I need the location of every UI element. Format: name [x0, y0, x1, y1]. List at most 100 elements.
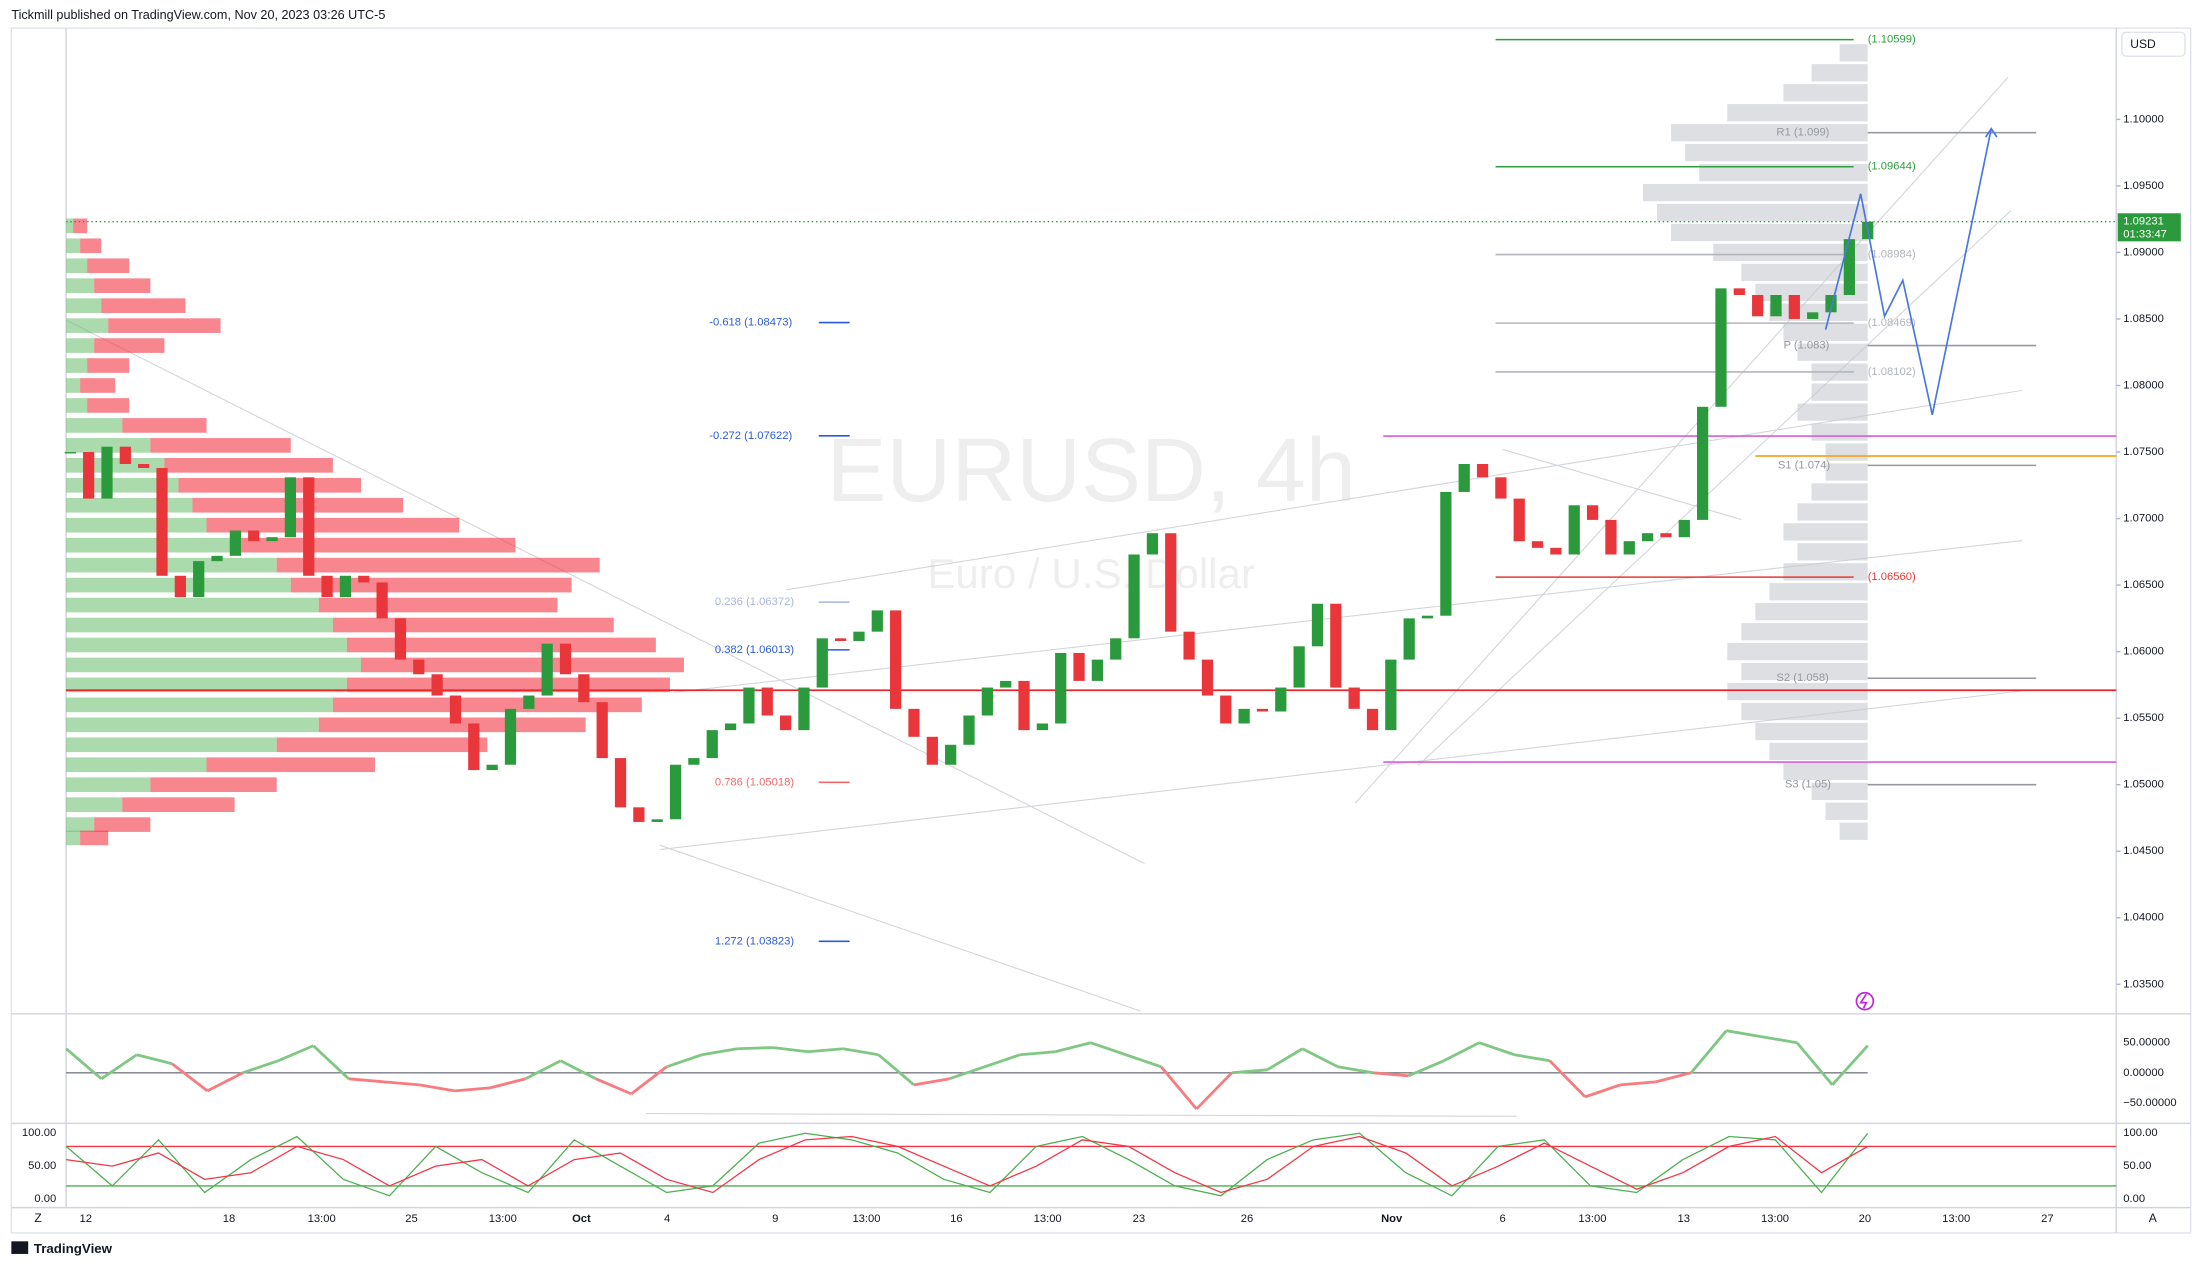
trend-line — [646, 1112, 1517, 1117]
candle — [1586, 505, 1599, 520]
currency[interactable]: USD — [2130, 37, 2156, 51]
candle — [1715, 288, 1727, 407]
oscillator-segment — [737, 1046, 773, 1051]
oscillator-segment — [383, 1080, 420, 1087]
profile-sell — [318, 717, 586, 733]
oscillator-segment — [454, 1086, 491, 1093]
profile-buy — [66, 298, 102, 313]
session-profile-bar — [1797, 543, 1868, 561]
session-profile-bar — [1825, 463, 1868, 481]
zoom-button[interactable]: Z — [34, 1211, 41, 1225]
candle — [1495, 477, 1507, 499]
candle — [1752, 295, 1764, 317]
session-profile-bar — [1741, 662, 1868, 681]
x-tick-label: 13:00 — [308, 1213, 336, 1225]
candle — [1201, 659, 1214, 696]
candle — [358, 575, 370, 583]
profile-buy — [66, 537, 235, 553]
session-profile-bar — [1741, 623, 1868, 641]
currency-box[interactable] — [2121, 31, 2186, 57]
profile-buy — [66, 677, 347, 693]
profile-buy — [66, 797, 123, 812]
profile-sell — [94, 817, 151, 832]
candle — [376, 582, 388, 619]
session-profile-bar — [1727, 642, 1868, 661]
candle — [559, 643, 572, 675]
auto-scale-button[interactable]: A — [2149, 1211, 2158, 1225]
profile-buy — [66, 338, 95, 353]
profile-sell — [276, 737, 488, 753]
level-label: 0.786 (1.05018) — [715, 776, 794, 788]
profile-sell — [332, 697, 642, 713]
x-tick-label: 20 — [1859, 1213, 1871, 1225]
candle — [1128, 554, 1140, 639]
candle — [835, 638, 847, 641]
x-tick-label: 13:00 — [1034, 1213, 1062, 1225]
candle — [1091, 659, 1104, 681]
osc2-tick-label: 50.00 — [28, 1160, 56, 1172]
candle — [981, 687, 993, 716]
candle — [156, 468, 168, 576]
session-profile-bar — [1755, 283, 1868, 302]
level-label: -0.272 (1.07622) — [709, 430, 792, 442]
level-label: P (1.083) — [1783, 340, 1829, 352]
level-label: -0.618 (1.08473) — [709, 317, 792, 329]
session-profile-bar — [1713, 243, 1868, 262]
candle — [614, 758, 627, 808]
publish-note: Tickmill published on TradingView.com, N… — [11, 8, 385, 22]
countdown: 01:33:47 — [2123, 228, 2167, 240]
x-tick-label: Oct — [572, 1213, 591, 1225]
profile-sell — [87, 258, 130, 274]
trend-line — [659, 844, 1141, 1012]
session-profile-bar — [1685, 143, 1868, 162]
candle — [1550, 547, 1562, 555]
session-profile-bar — [1783, 84, 1868, 102]
candle — [394, 618, 407, 660]
profile-buy — [66, 637, 347, 653]
profile-sell — [164, 458, 333, 473]
candle — [890, 610, 902, 709]
oscillator-segment — [984, 1053, 1021, 1069]
candle — [1733, 288, 1745, 296]
oscillator-segment — [1054, 1041, 1091, 1054]
x-tick-label: 9 — [772, 1213, 778, 1225]
oscillator-segment — [1514, 1053, 1551, 1063]
alert-icon[interactable] — [1855, 991, 1875, 1011]
candle — [1183, 631, 1195, 660]
profile-sell — [150, 777, 277, 793]
brand: TradingView — [34, 1241, 113, 1256]
x-tick-label: 25 — [405, 1213, 417, 1225]
profile-sell — [360, 657, 684, 673]
y-tick-label: 1.08500 — [2123, 313, 2164, 325]
candle — [633, 807, 645, 822]
candle — [138, 464, 150, 469]
x-tick-label: 16 — [950, 1213, 962, 1225]
oscillator-segment — [843, 1047, 879, 1057]
oscillator-segment — [1726, 1029, 1762, 1039]
x-tick-label: 12 — [80, 1213, 92, 1225]
profile-buy — [66, 697, 333, 713]
oscillator-segment — [489, 1077, 526, 1090]
session-profile-bar — [1783, 762, 1868, 781]
profile-buy — [66, 557, 277, 573]
session-profile-bar — [1769, 742, 1868, 761]
candle — [743, 687, 755, 724]
candle — [449, 695, 462, 724]
candle — [1018, 680, 1030, 731]
candle — [1311, 603, 1324, 647]
session-profile-bar — [1783, 523, 1868, 541]
session-profile-bar — [1783, 563, 1868, 581]
oscillator-segment — [277, 1044, 314, 1063]
oscillator-segment — [136, 1053, 173, 1066]
x-tick-label: 6 — [1499, 1213, 1505, 1225]
profile-buy — [66, 398, 88, 413]
candle — [688, 758, 700, 765]
candle — [1660, 533, 1672, 538]
profile-buy — [66, 458, 165, 473]
profile-buy — [66, 318, 109, 333]
oscillator-segment — [666, 1053, 703, 1069]
watermark-symbol: EURUSD, 4h — [827, 421, 1356, 521]
oscillator-segment — [1620, 1080, 1656, 1087]
profile-sell — [94, 338, 165, 353]
candle — [83, 452, 95, 499]
